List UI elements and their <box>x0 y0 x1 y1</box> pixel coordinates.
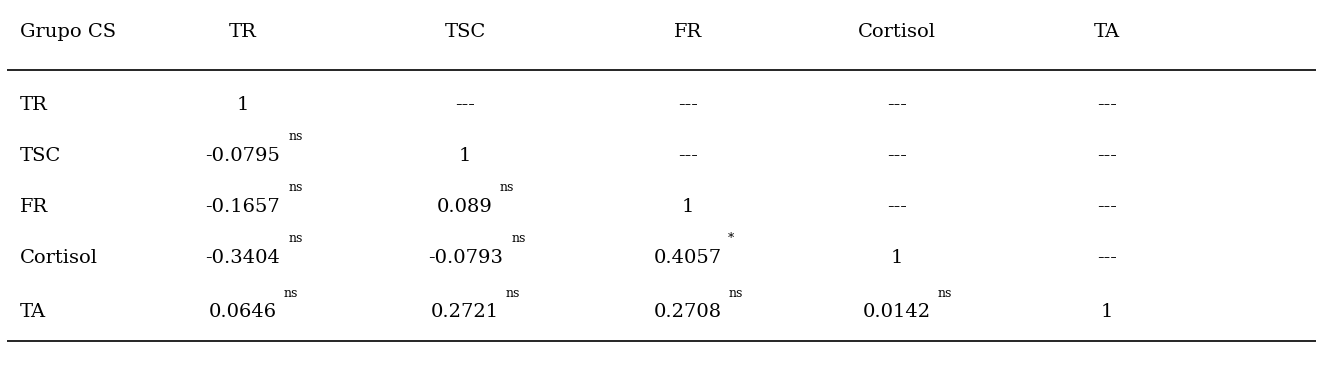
Text: ns: ns <box>505 287 520 300</box>
Text: TA: TA <box>1094 23 1119 41</box>
Text: 0.089: 0.089 <box>437 198 493 216</box>
Text: ---: --- <box>677 147 697 165</box>
Text: ns: ns <box>512 232 527 245</box>
Text: 1: 1 <box>459 147 471 165</box>
Text: ---: --- <box>677 96 697 114</box>
Text: 1: 1 <box>681 198 693 216</box>
Text: ns: ns <box>288 181 303 194</box>
Text: Cortisol: Cortisol <box>20 249 98 267</box>
Text: ns: ns <box>288 232 303 245</box>
Text: ns: ns <box>938 287 953 300</box>
Text: TSC: TSC <box>20 147 61 165</box>
Text: 1: 1 <box>1101 303 1113 322</box>
Text: ---: --- <box>888 147 908 165</box>
Text: 0.2721: 0.2721 <box>431 303 499 322</box>
Text: ns: ns <box>288 130 303 143</box>
Text: TSC: TSC <box>445 23 486 41</box>
Text: ns: ns <box>728 287 742 300</box>
Text: 0.4057: 0.4057 <box>654 249 722 267</box>
Text: TR: TR <box>229 23 257 41</box>
Text: 0.0646: 0.0646 <box>209 303 277 322</box>
Text: ---: --- <box>1097 198 1117 216</box>
Text: ---: --- <box>1097 96 1117 114</box>
Text: FR: FR <box>20 198 48 216</box>
Text: ---: --- <box>1097 249 1117 267</box>
Text: -0.0793: -0.0793 <box>427 249 503 267</box>
Text: Grupo CS: Grupo CS <box>20 23 116 41</box>
Text: ns: ns <box>283 287 298 300</box>
Text: -0.0795: -0.0795 <box>205 147 280 165</box>
Text: ---: --- <box>888 96 908 114</box>
Text: Cortisol: Cortisol <box>859 23 937 41</box>
Text: 0.0142: 0.0142 <box>863 303 931 322</box>
Text: FR: FR <box>673 23 701 41</box>
Text: ---: --- <box>888 198 908 216</box>
Text: 1: 1 <box>890 249 904 267</box>
Text: ---: --- <box>1097 147 1117 165</box>
Text: -0.3404: -0.3404 <box>205 249 280 267</box>
Text: *: * <box>728 232 734 245</box>
Text: -0.1657: -0.1657 <box>205 198 280 216</box>
Text: ---: --- <box>455 96 475 114</box>
Text: TR: TR <box>20 96 48 114</box>
Text: 0.2708: 0.2708 <box>654 303 722 322</box>
Text: TA: TA <box>20 303 46 322</box>
Text: 1: 1 <box>237 96 249 114</box>
Text: ns: ns <box>500 181 515 194</box>
